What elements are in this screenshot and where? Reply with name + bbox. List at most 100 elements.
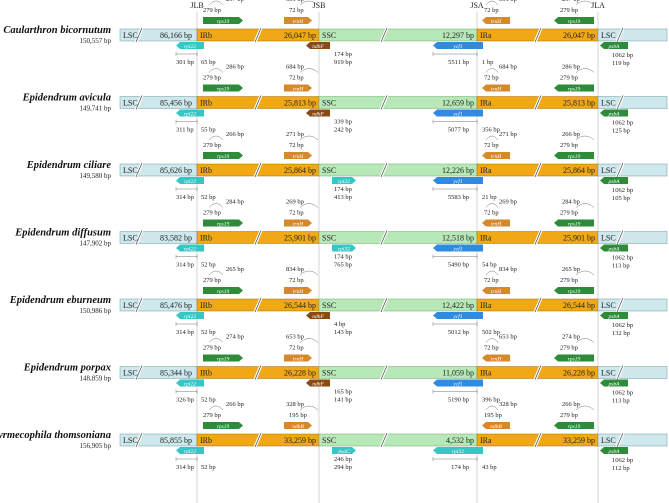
break-mark [135, 432, 143, 448]
span-arc [299, 270, 319, 276]
row-5-ycf1-length: 5012 bp [448, 329, 469, 336]
row-5-trnh-len-b: 834 bp [286, 266, 304, 273]
row-3-rps19-gene-a [554, 152, 594, 159]
row-4-rps19-gene-a-label: rps19 [568, 221, 581, 227]
row-2-ssc-start-gene-label: ndhF [312, 111, 324, 117]
row-6-ssc-gene-len-a: 165 bp [334, 389, 352, 396]
row-4-rps19-len-b: 284 bp [226, 199, 244, 206]
row-7-rpl22-gene-label: rpl22 [184, 449, 196, 455]
row-1-ssc-gene-len-b: 919 bp [334, 59, 352, 66]
row-3-total-length: 149,580 bp [80, 172, 112, 180]
row-6-rps19-in-a: 279 bp [560, 345, 578, 352]
row-4-trnh-gene-a-label: trnH [491, 221, 502, 227]
row-2-irb-label: IRb [200, 99, 212, 108]
row-2-ycf1-gene-label: ycf1 [452, 110, 462, 117]
span-arc [575, 405, 595, 411]
row-7-trnh-in-a: 195 bp [484, 412, 502, 419]
row-7-species-name: Myrmecophila thomsoniana [0, 430, 111, 441]
row-3-ira-label: IRa [480, 166, 492, 175]
row-6-rps19-gene-a-label: rps19 [568, 356, 581, 362]
row-2-rps19-in-b: 279 bp [203, 75, 221, 82]
row-3-psba-gap: 105 bp [612, 195, 630, 202]
row-3-psba-gene [600, 177, 628, 184]
row-3-rps19-in-a: 279 bp [560, 142, 578, 149]
row-4-psba-length: 1062 bp [612, 255, 633, 262]
row-5-rpl22-gene [176, 312, 204, 319]
row-7-ira-label: IRa [480, 436, 492, 445]
row-1-trnh-gene-a [482, 17, 510, 24]
row-5-rpl22-gene-label: rpl22 [184, 314, 196, 320]
row-2-ssc-gene-len-b: 242 bp [334, 127, 352, 134]
row-6-psba-gap: 113 bp [612, 398, 630, 405]
row-6-rps19-len-a: 274 bp [562, 334, 580, 341]
row-2-trnh-len-b: 684 bp [286, 64, 304, 71]
row-7-rps19-gene-a [554, 422, 594, 429]
row-1-trnh-gene-b [284, 17, 312, 24]
row-6-irb-label: IRb [200, 369, 212, 378]
row-3-trnh-len-a: 271 bp [499, 131, 517, 138]
row-2-rps19-len-a: 286 bp [562, 64, 580, 71]
span-arc [299, 405, 319, 411]
row-3-ycf1-gene-label: ycf1 [452, 178, 462, 185]
row-6-ssc-start-gene [306, 379, 330, 387]
span-arc [485, 68, 499, 73]
row-7-psba-gap: 112 bp [612, 465, 630, 472]
row-2-ssc-start-gene [306, 109, 330, 117]
row-2-ycf1-overlap: 356 bp [482, 127, 500, 134]
row-4-rps19-in-a: 279 bp [560, 210, 578, 217]
row-4-species-name: Epidendrum diffusum [14, 228, 111, 239]
row-1-psba-length: 1062 bp [612, 52, 633, 59]
row-6-jlb-gap: 52 bp [201, 397, 216, 404]
row-2-rpl22-gene-label: rpl22 [184, 111, 196, 117]
row-5-trnh-gene-b-label: trnH [293, 289, 304, 295]
row-7-psba-gene-label: psbA [608, 449, 621, 455]
row-5-psba-length: 1062 bp [612, 322, 633, 329]
row-1-ycf1-gene-label: ycf1 [452, 43, 462, 50]
row-4-rpl22-gene-label: rpl22 [184, 246, 196, 252]
row-6-irb-length: 26,228 bp [284, 369, 316, 378]
break-mark [534, 162, 542, 178]
row-3-irb-length: 25,864 bp [284, 166, 316, 175]
row-3-rps19-gene-a-label: rps19 [568, 154, 581, 160]
row-6-rpl22-length: 326 bp [176, 397, 194, 404]
row-1-rps19-len-a: 297 bp [562, 0, 580, 3]
row-7-ssc-length: 4,532 bp [446, 436, 474, 445]
break-mark [616, 365, 624, 380]
row-6-trnh-in-b: 72 bp [289, 345, 304, 352]
row-4-irb-label: IRb [200, 234, 212, 243]
row-2-psba-gap: 125 bp [612, 128, 630, 135]
break-mark [616, 230, 624, 245]
row-1-rpl22-gene [176, 42, 204, 49]
row-6-species-name: Epidendrum porpax [23, 363, 111, 374]
row-1-ycf1-overlap: 1 bp [482, 59, 493, 66]
row-3-rps19-in-b: 279 bp [203, 142, 221, 149]
row-6-rps19-gene-b [203, 354, 243, 362]
row-3-rps19-len-b: 266 bp [226, 131, 244, 138]
row-1-ycf1-gene [433, 42, 483, 49]
row-5-rps19-gene-b [203, 287, 243, 294]
row-6-psba-gene-label: psbA [608, 381, 621, 387]
row-1-rpl22-gene-label: rpl22 [184, 44, 196, 50]
row-2-lsc-label: LSC [123, 99, 138, 108]
row-6-ssc-gene-len-b: 141 bp [334, 397, 352, 404]
row-7-irb-label: IRb [200, 436, 212, 445]
row-1-rps19-in-a: 279 bp [560, 7, 578, 14]
row-1-species-name: Caularthron bicornutum [3, 25, 111, 36]
row-5-lsc-length: 85,476 bp [160, 301, 192, 310]
row-1-ssc-length: 12,297 bp [442, 31, 474, 40]
row-4-total-length: 147,902 bp [80, 240, 112, 248]
row-4-lsc-label: LSC [123, 234, 138, 243]
row-7-jlb-gap: 52 bp [201, 464, 216, 471]
break-mark [380, 162, 388, 178]
row-5-rpl22-length: 314 bp [176, 329, 194, 336]
row-6-lsc-label: LSC [123, 369, 138, 378]
row-6-trnh-gene-b-label: trnH [293, 356, 304, 362]
row-4-trnh-in-b: 72 bp [289, 210, 304, 217]
row-6-rps19-gene-b-label: rps19 [217, 356, 230, 362]
break-mark [135, 95, 143, 110]
row-1-ssc-start-gene-label: ndhF [312, 44, 324, 50]
row-7-trnh-len-b: 328 bp [286, 401, 304, 408]
span-arc [208, 270, 224, 276]
span-arc [299, 135, 319, 141]
row-1-trnh-gene-a-label: trnH [491, 19, 502, 25]
